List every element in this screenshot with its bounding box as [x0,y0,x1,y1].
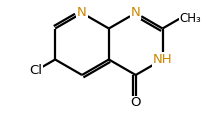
Text: N: N [131,7,141,19]
Text: N: N [77,7,87,19]
Text: NH: NH [153,53,172,66]
Text: O: O [130,97,141,109]
Text: CH₃: CH₃ [180,12,202,25]
Text: Cl: Cl [30,64,43,77]
